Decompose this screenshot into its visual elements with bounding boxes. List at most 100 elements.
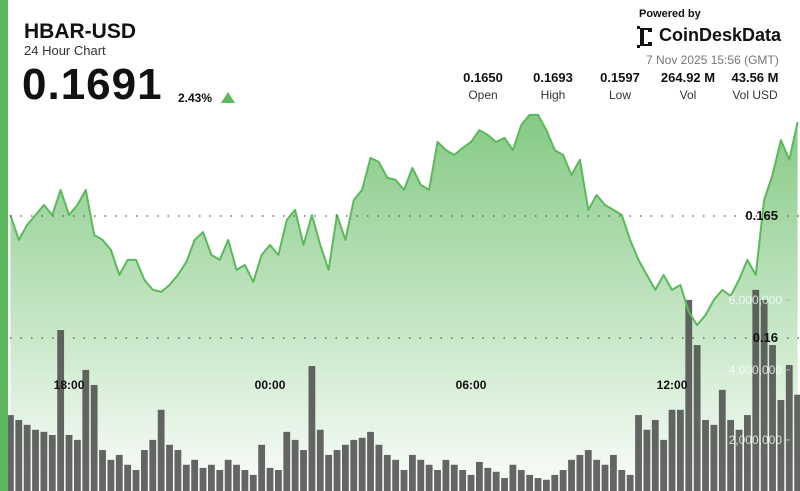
volume-bar bbox=[300, 450, 307, 491]
volume-bar bbox=[132, 470, 140, 491]
volume-bar bbox=[543, 479, 550, 491]
volume-bar bbox=[794, 394, 800, 491]
volume-bar bbox=[526, 474, 534, 491]
stat-label: Vol USD bbox=[732, 88, 778, 102]
volume-bar bbox=[769, 345, 776, 491]
volume-bar bbox=[610, 454, 617, 491]
volume-bar bbox=[450, 464, 458, 491]
volume-bar bbox=[785, 365, 793, 491]
volume-bar bbox=[685, 299, 693, 491]
volume-bar bbox=[702, 419, 709, 491]
volume-bar bbox=[157, 409, 165, 491]
volume-bar bbox=[308, 366, 316, 491]
volume-bar bbox=[635, 415, 642, 491]
volume-bar bbox=[316, 429, 324, 491]
volume-bar bbox=[484, 467, 492, 491]
y2-tick-label: 4,000,000 bbox=[729, 363, 783, 377]
volume-bar bbox=[249, 474, 257, 491]
volume-bar bbox=[367, 431, 374, 491]
volume-bar bbox=[275, 470, 282, 491]
volume-bar bbox=[32, 429, 39, 491]
volume-bar bbox=[149, 439, 157, 491]
volume-bar bbox=[48, 435, 56, 491]
volume-bar bbox=[233, 464, 240, 491]
volume-bar bbox=[191, 459, 199, 491]
volume-bar bbox=[23, 424, 31, 491]
stat-value: 0.1693 bbox=[533, 70, 573, 85]
volume-bar bbox=[534, 478, 542, 491]
volume-bar bbox=[166, 444, 173, 491]
volume-bar bbox=[434, 470, 441, 491]
volume-bar bbox=[174, 450, 182, 491]
volume-bar bbox=[400, 470, 408, 491]
volume-bar bbox=[425, 464, 433, 491]
volume-bar bbox=[417, 459, 425, 491]
stat-value: 0.1650 bbox=[463, 70, 503, 85]
volume-bar bbox=[744, 415, 751, 491]
y2-tick-label: 2,000,000 bbox=[729, 433, 783, 447]
volume-bar bbox=[651, 419, 659, 491]
volume-bar bbox=[559, 470, 567, 491]
brand-logo bbox=[637, 26, 652, 48]
volume-bar bbox=[15, 419, 23, 491]
volume-bar bbox=[492, 471, 500, 491]
powered-by: Powered by bbox=[639, 8, 701, 20]
volume-bar bbox=[224, 459, 232, 491]
stat: 43.56 M Vol USD bbox=[715, 70, 795, 102]
title: HBAR-USD bbox=[24, 20, 136, 43]
price-line bbox=[9, 113, 799, 327]
volume-bar bbox=[777, 400, 785, 491]
volume-bar bbox=[107, 459, 115, 491]
stat-value: 264.92 M bbox=[660, 70, 716, 85]
stat-label: Open bbox=[468, 88, 498, 102]
volume-bar bbox=[442, 459, 450, 491]
volume-bar bbox=[693, 345, 701, 491]
volume-bar bbox=[392, 459, 400, 491]
volume-bar bbox=[618, 470, 626, 491]
volume-bar bbox=[283, 431, 291, 491]
stat: 0.1650 Open bbox=[443, 70, 523, 102]
volume-bar bbox=[266, 467, 274, 491]
volume-bar bbox=[358, 437, 366, 491]
volume-bar bbox=[568, 459, 575, 491]
volume-bar bbox=[660, 439, 668, 491]
x-tick-label: 12:00 bbox=[657, 378, 688, 392]
volume-bar bbox=[325, 454, 333, 491]
volume-bar bbox=[74, 439, 81, 491]
volume-bar bbox=[115, 454, 123, 491]
volume-bar bbox=[7, 415, 14, 491]
volume-bar bbox=[182, 464, 190, 491]
stat-value: 43.56 M bbox=[731, 70, 779, 85]
volume-bar bbox=[476, 461, 483, 491]
volume-bar bbox=[375, 444, 383, 491]
x-tick-label: 00:00 bbox=[255, 378, 286, 392]
volume-bar bbox=[760, 299, 768, 491]
brand-name: CoinDeskData bbox=[659, 25, 782, 45]
volume-bar bbox=[383, 454, 391, 491]
volume-bar bbox=[65, 435, 73, 491]
volume-bar bbox=[677, 409, 684, 491]
volume-bar bbox=[241, 470, 249, 491]
volume-bar bbox=[752, 289, 760, 491]
volume-bar bbox=[584, 450, 592, 491]
volume-bar bbox=[517, 470, 525, 491]
subtitle: 24 Hour Chart bbox=[24, 43, 106, 58]
volume-bar bbox=[735, 429, 743, 491]
volume-bar bbox=[551, 474, 559, 491]
volume-bar bbox=[727, 419, 735, 491]
price-change: 2.43% bbox=[178, 91, 213, 105]
volume-bar bbox=[40, 431, 48, 491]
timestamp: 7 Nov 2025 15:56 (GMT) bbox=[646, 53, 779, 67]
volume-bar bbox=[710, 424, 718, 491]
volume-bar bbox=[643, 429, 651, 491]
stat-label: Vol bbox=[679, 88, 697, 102]
volume-bar bbox=[601, 464, 609, 491]
volume-bar bbox=[409, 454, 416, 491]
stat-label: High bbox=[540, 88, 566, 102]
volume-bar bbox=[82, 369, 90, 491]
volume-bar bbox=[90, 384, 98, 491]
volume-bar bbox=[509, 464, 517, 491]
volume-bar bbox=[593, 459, 601, 491]
